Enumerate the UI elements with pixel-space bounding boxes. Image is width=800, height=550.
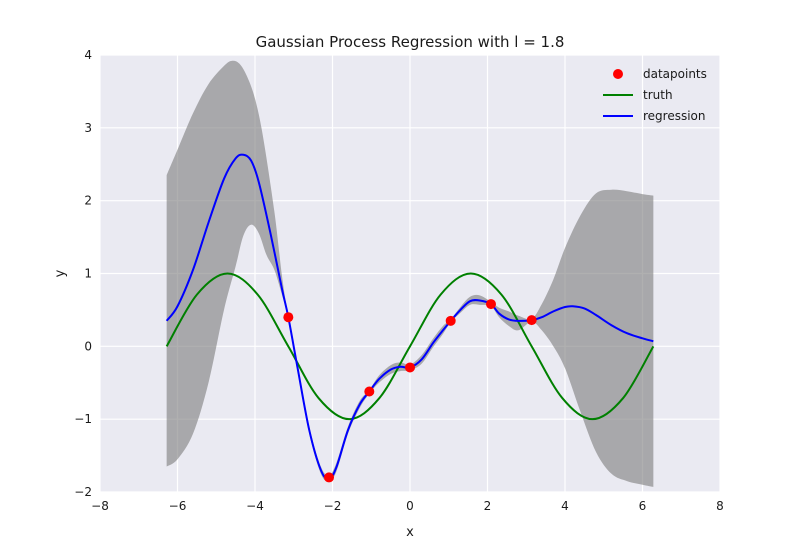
datapoint-4 [445,315,456,326]
confidence-band [166,60,654,487]
x-tick-label-8: 8 [716,499,724,513]
y-tick-label-4: 2 [84,194,92,208]
datapoint-1 [324,472,335,483]
x-tick-label-1: −6 [169,499,187,513]
x-tick-label-3: −2 [324,499,342,513]
y-axis-label: y [53,269,68,277]
datapoints-series [283,299,537,483]
x-tick-labels: −8 −6 −4 −2 0 2 4 6 8 [91,499,724,513]
x-tick-label-2: −4 [246,499,264,513]
x-tick-label-7: 6 [639,499,647,513]
y-tick-label-0: −2 [74,485,92,499]
x-tick-label-4: 0 [406,499,414,513]
y-tick-label-5: 3 [84,121,92,135]
chart-title: Gaussian Process Regression with l = 1.8 [256,33,565,51]
truth-series-line [165,272,655,421]
y-tick-label-2: 0 [84,339,92,353]
legend-label-regression: regression [643,109,706,123]
x-tick-label-6: 4 [561,499,569,513]
x-tick-label-5: 2 [484,499,492,513]
x-axis-label: x [406,525,414,540]
legend-label-datapoints: datapoints [643,67,707,81]
legend-marker-datapoints [613,69,623,79]
datapoint-0 [283,312,294,323]
datapoint-5 [485,299,496,310]
datapoint-2 [364,386,375,397]
y-tick-label-6: 4 [84,48,92,62]
legend-label-truth: truth [643,88,673,102]
datapoint-3 [405,362,415,373]
datapoint-6 [526,315,537,326]
legend: datapoints truth regression [603,67,707,123]
y-tick-labels: −2 −1 0 1 2 3 4 [74,48,92,499]
y-tick-label-1: −1 [74,412,92,426]
x-tick-label-0: −8 [91,499,109,513]
y-tick-label-3: 1 [84,267,92,281]
